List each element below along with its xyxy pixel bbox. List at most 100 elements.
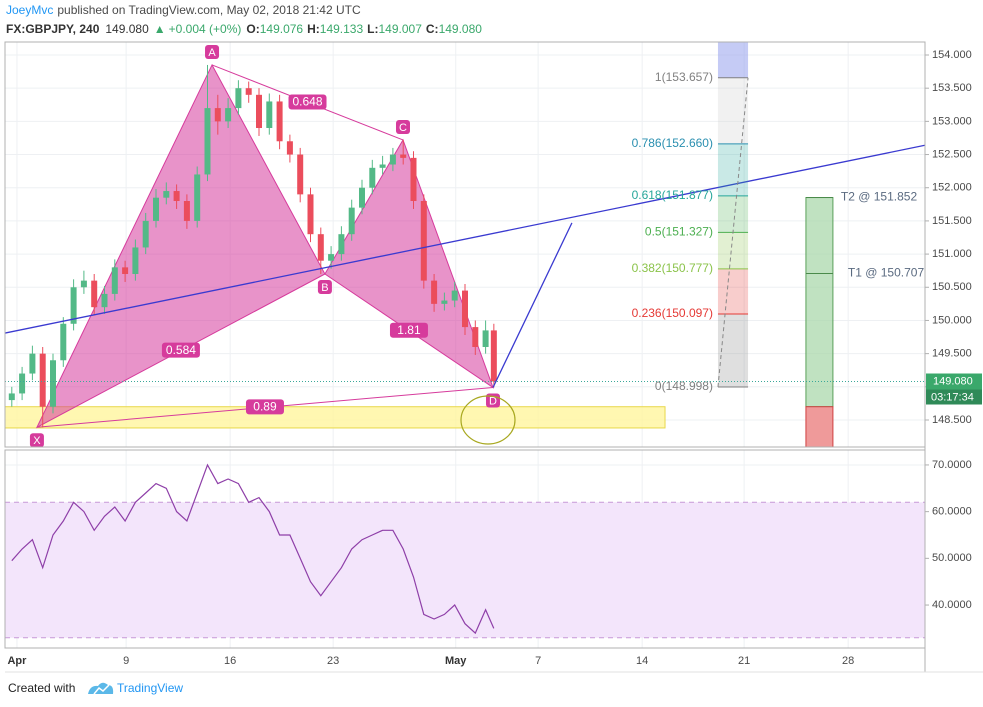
fib-band (717, 143, 749, 196)
candle-body (70, 287, 77, 324)
rsi-band (5, 502, 925, 638)
x-tick-label: May (445, 655, 467, 667)
candle-body (420, 201, 427, 281)
fib-label: 0.5(151.327) (645, 225, 713, 239)
fib-band (717, 42, 749, 78)
candle-body (245, 88, 252, 95)
candle-body (307, 194, 314, 235)
fib-label: 1(153.657) (655, 70, 713, 84)
fib-band (717, 232, 749, 269)
tradingview-logo (88, 682, 114, 695)
y-tick-label: 153.000 (932, 115, 972, 127)
y-tick-label: 60.0000 (932, 506, 972, 518)
candle-body (317, 234, 324, 261)
candle-body (490, 330, 497, 382)
fib-band (717, 77, 749, 144)
author: JoeyMvc (6, 3, 53, 17)
candle-body (60, 323, 67, 361)
y-tick-label: 151.000 (932, 248, 972, 260)
footer-brand[interactable]: TradingView (117, 681, 183, 695)
fib-band (717, 268, 749, 315)
ratio-badge (288, 94, 327, 110)
candle-body (163, 191, 170, 198)
x-tick-label: 9 (123, 655, 129, 667)
arrow: ▲ (154, 22, 166, 36)
symbol: FX:GBPJPY, 240 (6, 22, 100, 36)
rsi-pane (5, 463, 925, 639)
fib-label: 0(148.998) (655, 379, 713, 393)
position-profit (805, 197, 834, 408)
ohlc-value: 149.076 (260, 22, 304, 36)
candle-body (204, 108, 211, 175)
candle-body (482, 330, 489, 347)
candle-body (173, 191, 180, 202)
candle-body (80, 280, 87, 288)
header-line-1: JoeyMvc published on TradingView.com, May… (6, 3, 361, 17)
ohlc-value: 149.133 (320, 22, 364, 36)
candle-body (389, 154, 396, 165)
x-tick-label: 28 (842, 655, 854, 667)
pattern-point-badge (205, 44, 220, 59)
main-pane: X A B C D 0.584 0.648 1.81 0.89 0(148.998) 0.236(1… (5, 42, 925, 447)
candle-body (441, 300, 448, 304)
ratio-label: 1.81 (397, 323, 421, 337)
candle-body (183, 201, 190, 221)
candle-body (338, 234, 345, 255)
ohlc-value: 149.080 (439, 22, 483, 36)
y-tick-label: 153.500 (932, 82, 972, 94)
change: +0.004 (+0%) (169, 22, 242, 36)
fib-label: 0.236(150.097) (632, 306, 713, 320)
y-tick-label: 152.500 (932, 148, 972, 160)
candle-body (276, 101, 283, 142)
ratio-label: 0.648 (292, 95, 322, 109)
target-label: T1 @ 150.707 (848, 266, 925, 280)
candle-body (255, 94, 262, 129)
y-tick-label: 154.000 (932, 49, 972, 61)
y-tick-label: 152.000 (932, 182, 972, 194)
candle-body (266, 101, 273, 129)
candle-body (286, 141, 293, 155)
ratio-label: 0.89 (253, 400, 277, 414)
axes: Apr91623May7142128148.500149.000149.5001… (7, 49, 982, 667)
y-tick-label: 70.0000 (932, 459, 972, 471)
candle-body (19, 373, 26, 394)
ratio-badge (161, 342, 200, 358)
candle-body (400, 154, 407, 158)
trendline (492, 222, 573, 388)
target-label: T2 @ 151.852 (841, 190, 918, 204)
y-tick-label: 150.000 (932, 314, 972, 326)
x-tick-label: Apr (7, 655, 27, 667)
y-tick-label: 40.0000 (932, 599, 972, 611)
candle-body (358, 187, 365, 208)
pattern-point-label: B (321, 282, 328, 294)
published: published on TradingView.com, May 02, 20… (57, 3, 361, 17)
header-line-2: FX:GBPJPY, 240 149.080 ▲ +0.004 (+0%) O:149.… (6, 22, 482, 36)
ratio-label: 0.584 (166, 343, 196, 357)
support-zone (5, 406, 666, 429)
x-tick-label: 23 (327, 655, 339, 667)
fib-label: 0.382(150.777) (632, 261, 713, 275)
candle-body (49, 360, 56, 407)
pattern-point-label: X (33, 435, 41, 447)
candle-body (410, 157, 417, 202)
pattern-point-label: A (208, 47, 216, 59)
candle-body (142, 220, 149, 248)
fib-band (717, 195, 749, 233)
x-tick-label: 21 (738, 655, 750, 667)
pattern-point-badge (395, 119, 410, 134)
ohlc-value: 149.007 (379, 22, 423, 36)
x-tick-label: 7 (535, 655, 541, 667)
candle-body (214, 108, 221, 122)
ohlc-key: L: (367, 22, 378, 36)
candle-body (39, 353, 46, 407)
candle-body (328, 254, 335, 261)
pattern-point-badge (317, 279, 332, 294)
candle-body (451, 290, 458, 301)
pattern-point-badge (29, 433, 44, 447)
candle-body (369, 167, 376, 188)
ohlc-key: O: (246, 22, 259, 36)
position-loss (805, 406, 834, 447)
y-tick-label: 50.0000 (932, 552, 972, 564)
y-tick-label: 149.500 (932, 348, 972, 360)
candle-body (235, 88, 242, 109)
